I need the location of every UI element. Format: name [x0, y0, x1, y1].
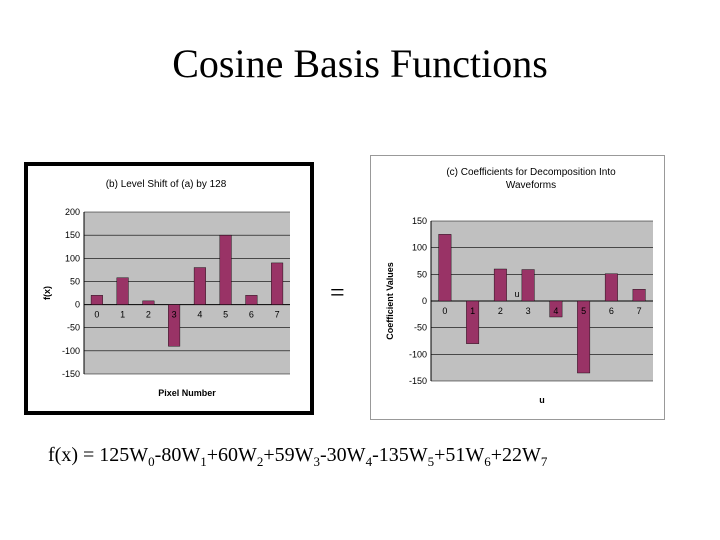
formula-term-6: +51W6	[434, 444, 491, 469]
formula-term-0: 125W0	[99, 444, 155, 469]
coefficients-y-axis-label: Coefficient Values	[385, 262, 395, 340]
formula-term-5: -135W5	[372, 444, 435, 469]
decomposition-formula: f(x) = 125W0-80W1+60W2+59W3-30W4-135W5+5…	[48, 444, 547, 470]
level-shift-bar	[219, 234, 232, 305]
level-shift-x-axis-label: Pixel Number	[158, 388, 216, 398]
formula-subscript-1: 1	[200, 454, 207, 469]
level-shift-y-tick-label: -150	[62, 369, 80, 379]
formula-term-3: +59W3	[263, 444, 321, 469]
coefficients-bar	[466, 300, 480, 344]
level-shift-y-tick-label: 100	[65, 253, 80, 263]
formula-prefix: f(x) =	[48, 444, 100, 466]
level-shift-bar	[168, 304, 181, 347]
level-shift-bar	[193, 267, 206, 305]
formula-term-1: -80W1	[154, 444, 207, 469]
coefficients-chart: (c) Coefficients for Decomposition Into W…	[385, 167, 653, 405]
level-shift-y-tick-label: 50	[70, 276, 80, 286]
formula-subscript-5: 5	[427, 454, 435, 469]
coefficients-y-tick-label: -100	[409, 349, 427, 359]
formula-subscript-7: 7	[540, 454, 548, 469]
level-shift-bar	[245, 295, 258, 305]
formula-subscript-6: 6	[484, 454, 491, 469]
level-shift-x-tick-label: 6	[249, 310, 254, 320]
level-shift-plot-area	[84, 212, 290, 374]
coefficients-y-tick-label: 100	[412, 243, 427, 253]
formula-term-2: +60W2	[206, 444, 264, 469]
level-shift-y-tick-label: 150	[65, 230, 80, 240]
coefficients-x-tick-label: 0	[442, 306, 447, 316]
coefficients-inner-u-label: u	[515, 289, 520, 299]
level-shift-chart-title-line-0: (b) Level Shift of (a) by 128	[106, 179, 227, 190]
formula-subscript-0: 0	[148, 454, 155, 469]
coefficients-bar	[549, 300, 563, 318]
coefficients-bar	[577, 300, 591, 374]
coefficients-y-tick-label: -50	[414, 323, 427, 333]
level-shift-x-tick-label: 5	[223, 310, 228, 320]
coefficients-bar	[438, 234, 452, 302]
coefficients-x-tick-label: 7	[637, 306, 642, 316]
level-shift-x-tick-label: 2	[146, 310, 151, 320]
coefficients-x-tick-label: 6	[609, 306, 614, 316]
coefficients-y-tick-label: 150	[412, 216, 427, 226]
level-shift-bar	[90, 295, 103, 305]
level-shift-x-tick-label: 7	[275, 310, 280, 320]
level-shift-y-tick-label: -100	[62, 346, 80, 356]
coefficients-chart-title-line-0: (c) Coefficients for Decomposition Into	[446, 167, 616, 178]
level-shift-bar	[142, 300, 155, 305]
level-shift-x-tick-label: 0	[94, 310, 99, 320]
coefficients-bar	[493, 268, 507, 302]
coefficients-bar	[604, 273, 618, 302]
level-shift-y-tick-label: -50	[67, 323, 80, 333]
coefficients-y-tick-label: 0	[422, 296, 427, 306]
coefficients-x-tick-label: 4	[553, 306, 558, 316]
formula-subscript-4: 4	[365, 454, 373, 469]
coefficients-x-axis-label: u	[539, 395, 545, 405]
level-shift-x-tick-label: 3	[172, 310, 177, 320]
formula-term-4: -30W4	[320, 444, 373, 469]
formula-subscript-2: 2	[256, 454, 264, 469]
coefficients-bar	[521, 269, 535, 302]
level-shift-bar	[271, 262, 284, 305]
coefficients-x-tick-label: 3	[526, 306, 531, 316]
chart-panel-coefficients: (c) Coefficients for Decomposition Into W…	[370, 155, 665, 420]
coefficients-x-tick-label: 1	[470, 306, 475, 316]
coefficients-bar	[632, 289, 646, 302]
equals-sign: =	[330, 278, 345, 307]
coefficients-x-tick-label: 2	[498, 306, 503, 316]
chart-panel-level-shift: (b) Level Shift of (a) by 128 200 150 100 50…	[24, 162, 314, 415]
level-shift-bar	[116, 277, 129, 305]
coefficients-chart-title-line-1: Waveforms	[506, 180, 556, 191]
slide-title: Cosine Basis Functions	[172, 41, 548, 86]
formula-subscript-3: 3	[313, 454, 321, 469]
level-shift-chart: (b) Level Shift of (a) by 12820015010050…	[42, 179, 290, 398]
level-shift-y-tick-label: 0	[75, 300, 80, 310]
coefficients-y-tick-label: 50	[417, 269, 427, 279]
coefficients-x-tick-label: 5	[581, 306, 586, 316]
level-shift-x-tick-label: 4	[197, 310, 202, 320]
level-shift-y-tick-label: 200	[65, 207, 80, 217]
level-shift-x-tick-label: 1	[120, 310, 125, 320]
formula-term-7: +22W7	[490, 444, 548, 469]
level-shift-y-axis-label: f(x)	[42, 286, 52, 300]
coefficients-y-tick-label: -150	[409, 376, 427, 386]
